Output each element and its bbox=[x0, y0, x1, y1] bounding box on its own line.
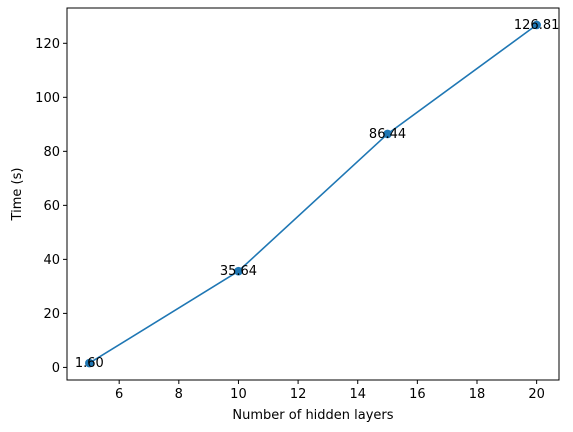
x-axis-ticks: 6 8 10 12 14 16 18 20 bbox=[115, 380, 545, 402]
data-point-label: 126.81 bbox=[514, 18, 560, 33]
x-tick-label: 8 bbox=[175, 387, 183, 402]
data-point-label: 1.60 bbox=[75, 356, 104, 371]
series-line bbox=[88, 24, 538, 364]
data-point bbox=[532, 20, 541, 30]
data-point-label: 86.44 bbox=[369, 127, 406, 142]
plot-frame bbox=[66, 7, 560, 381]
x-tick-label: 14 bbox=[349, 387, 366, 402]
x-tick-label: 18 bbox=[469, 387, 486, 402]
y-tick-label: 120 bbox=[35, 37, 60, 52]
data-layer bbox=[85, 20, 541, 368]
y-tick-label: 0 bbox=[52, 361, 60, 376]
y-axis-ticks: 0 20 40 60 80 100 120 bbox=[35, 37, 67, 376]
y-tick-label: 80 bbox=[43, 145, 60, 160]
data-label-layer: 1.60 35.64 86.44 126.81 bbox=[75, 18, 559, 371]
y-tick-label: 20 bbox=[43, 307, 60, 322]
x-tick-label: 10 bbox=[230, 387, 247, 402]
data-point-label: 35.64 bbox=[220, 264, 257, 279]
x-axis-title: Number of hidden layers bbox=[232, 408, 393, 423]
y-tick-label: 40 bbox=[43, 253, 60, 268]
data-point bbox=[383, 129, 392, 139]
y-tick-label: 100 bbox=[35, 91, 60, 106]
data-point bbox=[85, 358, 94, 368]
x-tick-label: 12 bbox=[290, 387, 307, 402]
x-tick-label: 6 bbox=[115, 387, 123, 402]
y-axis-title: Time (s) bbox=[10, 168, 25, 222]
x-tick-label: 20 bbox=[528, 387, 545, 402]
y-tick-label: 60 bbox=[43, 199, 60, 214]
data-point bbox=[234, 266, 243, 276]
x-tick-label: 16 bbox=[409, 387, 426, 402]
